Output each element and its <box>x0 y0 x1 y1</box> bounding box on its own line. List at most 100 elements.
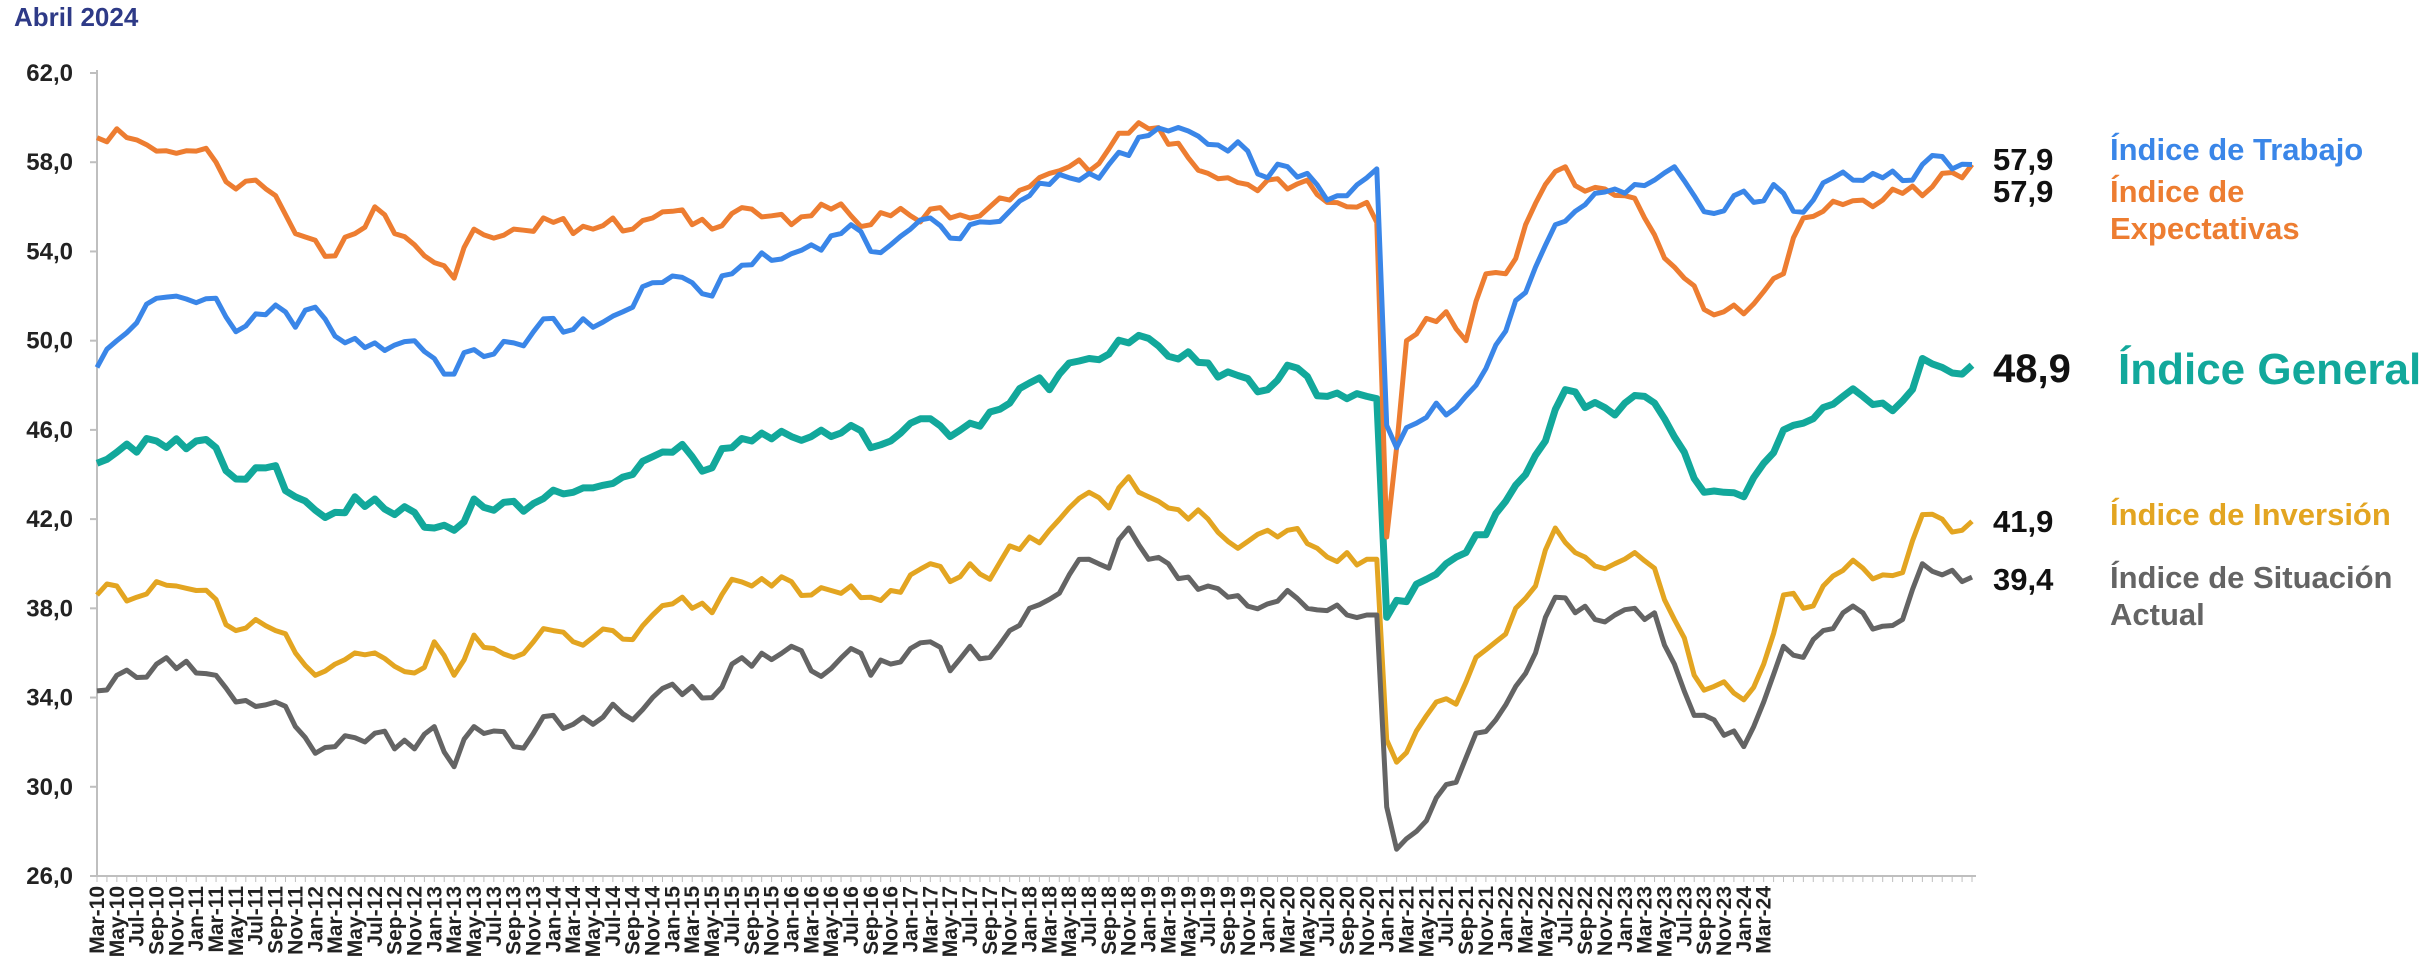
x-tick-label: May-19 <box>1177 886 1200 957</box>
x-tick-label: May-21 <box>1415 886 1438 958</box>
legend-line: Índice de Situación <box>2110 560 2393 595</box>
x-tick-label: Jan-17 <box>899 886 922 953</box>
end-value-labels: 57,957,9 48,9 41,9 39,4 <box>1993 142 2071 597</box>
x-tick-label: Sep-19 <box>1217 886 1240 955</box>
series-line <box>96 120 1975 540</box>
x-tick-label: Jan-11 <box>185 886 208 952</box>
x-tick-label: May-15 <box>701 886 724 958</box>
legend-line: Índice de Trabajo <box>2110 132 2364 167</box>
x-tick-label: Mar-12 <box>324 886 347 954</box>
x-tick-label: Nov-23 <box>1713 886 1736 956</box>
x-tick-label: Jan-24 <box>1733 886 1756 953</box>
x-tick-label: May-14 <box>582 886 605 958</box>
x-tick-label: Mar-23 <box>1634 886 1657 954</box>
y-axis-ticks: 62,0 58,0 54,0 50,0 46,0 42,0 38,0 34,0 30,0 26,0 <box>26 60 97 890</box>
x-tick-label: May-20 <box>1296 886 1319 957</box>
series-lines <box>94 120 1975 852</box>
x-tick-label: Mar-17 <box>919 886 942 954</box>
x-tick-label: May-23 <box>1653 886 1676 957</box>
x-tick-label: Mar-16 <box>800 886 823 954</box>
y-tick-label: 26,0 <box>26 863 73 890</box>
x-tick-label: Jul-23 <box>1673 886 1696 947</box>
x-tick-label: Nov-14 <box>642 886 665 956</box>
x-tick-label: Mar-14 <box>562 886 585 954</box>
y-tick-label: 54,0 <box>26 238 73 265</box>
x-tick-label: Jan-13 <box>423 886 446 953</box>
x-tick-label: May-18 <box>1058 886 1081 958</box>
legend-item: Índice de Trabajo <box>2110 132 2363 169</box>
y-tick-label: 62,0 <box>26 60 73 87</box>
x-tick-label: Mar-20 <box>1276 886 1299 954</box>
x-tick-label: Nov-17 <box>999 886 1022 956</box>
x-tick-label: Jul-18 <box>1078 886 1101 947</box>
x-tick-label: Mar-18 <box>1038 886 1061 954</box>
x-tick-label: Jul-19 <box>1197 886 1220 947</box>
x-tick-label: Jul-17 <box>959 886 982 947</box>
series-line <box>96 525 1974 852</box>
report-date: Abril 2024 <box>14 2 139 32</box>
x-axis-ticks: Mar-10May-10Jul-10Sep-10Nov-10Jan-11Mar-… <box>86 876 1973 958</box>
x-tick-label: Mar-19 <box>1157 886 1180 954</box>
legend-item: Índice de Inversión <box>2110 497 2391 534</box>
end-value-label: 57,9 <box>1993 174 2053 209</box>
legend-line: Expectativas <box>2110 210 2300 246</box>
x-tick-label: Jul-22 <box>1554 886 1577 947</box>
x-tick-label: Nov-19 <box>1237 886 1260 956</box>
legend-line: Índice de <box>2110 174 2245 209</box>
x-tick-label: Sep-16 <box>860 886 883 955</box>
series-line <box>95 331 1975 621</box>
x-tick-label: Mar-22 <box>1515 886 1538 954</box>
legend-item: Índice de Situación Actual <box>2110 560 2393 633</box>
end-value-label: 41,9 <box>1993 504 2053 539</box>
x-tick-label: May-10 <box>106 886 129 957</box>
x-tick-label: Jul-11 <box>245 886 268 946</box>
x-tick-label: Sep-12 <box>384 886 407 955</box>
x-tick-label: May-13 <box>463 886 486 957</box>
x-tick-label: Sep-22 <box>1574 886 1597 955</box>
legend-item: Índice de Expectativas <box>2110 174 2300 247</box>
x-tick-label: Jul-13 <box>483 886 506 947</box>
series-line <box>94 125 1973 451</box>
x-tick-label: Sep-20 <box>1336 886 1359 955</box>
x-tick-label: Nov-18 <box>1118 886 1141 956</box>
y-tick-label: 42,0 <box>26 506 73 533</box>
x-tick-label: Nov-11 <box>284 886 307 955</box>
x-tick-label: Nov-13 <box>523 886 546 956</box>
x-tick-label: Mar-15 <box>681 886 704 954</box>
x-tick-label: Nov-16 <box>880 886 903 956</box>
x-tick-label: Jul-16 <box>840 886 863 947</box>
legend-line: Actual <box>2110 596 2205 632</box>
x-tick-label: Jan-23 <box>1614 886 1637 953</box>
x-tick-label: Mar-11 <box>205 886 228 953</box>
x-tick-label: Mar-21 <box>1396 886 1419 954</box>
y-tick-label: 50,0 <box>26 328 73 355</box>
chart-axes <box>96 70 1976 877</box>
x-tick-label: May-11 <box>225 886 248 956</box>
x-tick-label: Jan-20 <box>1257 886 1280 953</box>
x-tick-label: May-22 <box>1534 886 1557 957</box>
x-tick-label: Sep-17 <box>979 886 1002 955</box>
x-tick-label: Jan-16 <box>780 886 803 953</box>
x-tick-label: Jan-18 <box>1019 886 1042 953</box>
x-tick-label: Mar-24 <box>1753 886 1776 954</box>
series-line <box>95 474 1974 765</box>
x-tick-label: Jan-19 <box>1138 886 1161 953</box>
x-tick-label: Jan-22 <box>1495 886 1518 953</box>
x-tick-label: Nov-22 <box>1594 886 1617 956</box>
x-tick-label: Jul-20 <box>1316 886 1339 947</box>
x-tick-label: Jan-12 <box>304 886 327 953</box>
x-tick-label: Mar-13 <box>443 886 466 954</box>
x-tick-label: Jul-12 <box>364 886 387 947</box>
x-tick-label: May-12 <box>344 886 367 957</box>
x-tick-label: Sep-11 <box>265 886 288 954</box>
x-tick-label: Sep-21 <box>1455 886 1478 955</box>
x-tick-label: May-17 <box>939 886 962 957</box>
x-tick-label: Nov-10 <box>165 886 188 956</box>
x-tick-label: Jan-14 <box>542 886 565 953</box>
x-tick-label: Jul-15 <box>721 886 744 947</box>
x-tick-label: Jul-21 <box>1435 886 1458 947</box>
y-tick-label: 30,0 <box>26 774 73 801</box>
end-value-label: 57,9 <box>1993 142 2053 177</box>
x-tick-label: Nov-12 <box>403 886 426 956</box>
